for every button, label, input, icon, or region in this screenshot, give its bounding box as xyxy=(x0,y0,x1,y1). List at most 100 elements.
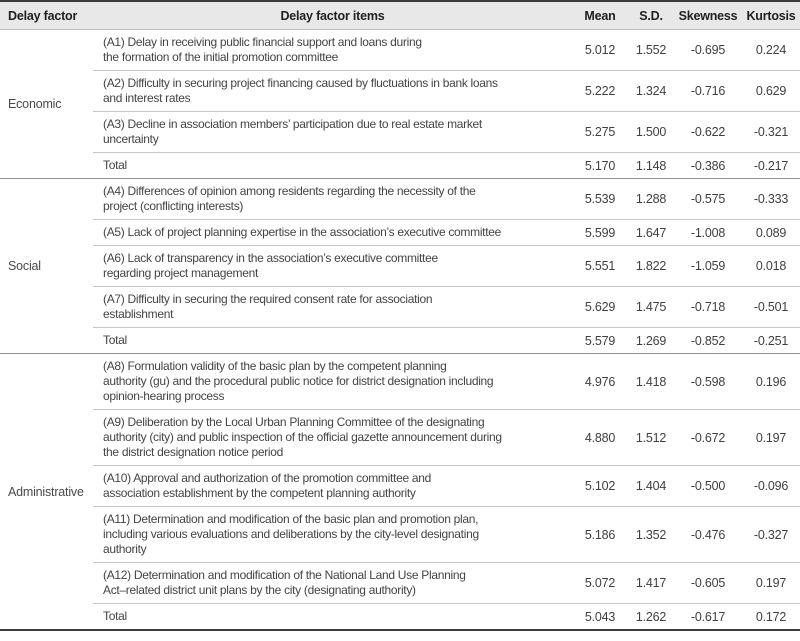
skewness-value: -0.386 xyxy=(690,158,726,173)
sd-value: 1.418 xyxy=(635,374,667,389)
delay-factor-item: (A7) Difficulty in securing the required… xyxy=(103,292,433,321)
kurtosis-value: 0.629 xyxy=(755,84,787,98)
sd-value: 1.404 xyxy=(635,479,667,493)
table-row: (A6) Lack of transparency in the associa… xyxy=(93,246,800,287)
mean-value: 5.599 xyxy=(584,225,616,240)
delay-factor-item: (A12) Determination and modification of … xyxy=(103,568,466,597)
header-delay-factor-items: Delay factor items xyxy=(280,8,385,23)
table-row: (A1) Delay in receiving public financial… xyxy=(93,30,800,71)
table-row: Total 5.579 1.269 -0.852 -0.251 xyxy=(93,328,800,353)
mean-value: 5.539 xyxy=(584,192,616,206)
skewness-value: -0.605 xyxy=(690,576,726,590)
table-row: (A2) Difficulty in securing project fina… xyxy=(93,71,800,112)
section-factor-label: Administrative xyxy=(8,484,84,499)
kurtosis-value: -0.251 xyxy=(753,333,789,348)
table-row: (A4) Differences of opinion among reside… xyxy=(93,179,800,220)
kurtosis-value: 0.089 xyxy=(755,225,787,240)
mean-value: 5.102 xyxy=(584,479,616,493)
kurtosis-value: -0.501 xyxy=(753,300,789,314)
table-header-row: Delay factor Delay factor items Mean S.D… xyxy=(0,2,800,30)
sd-value: 1.512 xyxy=(635,430,667,445)
sd-value: 1.475 xyxy=(635,300,667,314)
sd-value: 1.148 xyxy=(635,158,667,173)
sd-value: 1.352 xyxy=(635,527,667,542)
mean-value: 5.275 xyxy=(584,125,616,139)
delay-factor-item: (A3) Decline in association members’ par… xyxy=(103,117,482,146)
table-row: (A7) Difficulty in securing the required… xyxy=(93,287,800,328)
header-kurtosis: Kurtosis xyxy=(746,8,796,23)
table-section: Administrative (A8) Formulation validity … xyxy=(0,354,800,629)
kurtosis-value: 0.018 xyxy=(755,259,787,273)
header-delay-factor: Delay factor xyxy=(8,8,78,23)
table-row: (A5) Lack of project planning expertise … xyxy=(93,220,800,246)
skewness-value: -0.672 xyxy=(690,430,726,445)
mean-value: 5.629 xyxy=(584,300,616,314)
sd-value: 1.262 xyxy=(635,609,667,624)
delay-factor-item: (A10) Approval and authorization of the … xyxy=(103,471,431,500)
skewness-value: -0.476 xyxy=(690,527,726,542)
table-row: Total 5.170 1.148 -0.386 -0.217 xyxy=(93,153,800,178)
delay-factor-item: (A4) Differences of opinion among reside… xyxy=(103,184,476,213)
kurtosis-value: 0.196 xyxy=(755,374,787,389)
kurtosis-value: 0.172 xyxy=(755,609,787,624)
table-section: Economic (A1) Delay in receiving public f… xyxy=(0,30,800,179)
delay-factor-item: (A8) Formulation validity of the basic p… xyxy=(103,359,494,403)
kurtosis-value: 0.197 xyxy=(755,576,787,590)
sd-value: 1.417 xyxy=(635,576,667,590)
delay-factor-item: (A9) Deliberation by the Local Urban Pla… xyxy=(103,415,502,459)
table-row: (A10) Approval and authorization of the … xyxy=(93,466,800,507)
mean-value: 5.072 xyxy=(584,576,616,590)
table-row: (A3) Decline in association members’ par… xyxy=(93,112,800,153)
delay-factor-item: (A2) Difficulty in securing project fina… xyxy=(103,76,498,105)
skewness-value: -0.598 xyxy=(690,374,726,389)
sd-value: 1.500 xyxy=(635,125,667,139)
mean-value: 5.551 xyxy=(584,259,616,273)
table-section: Social (A4) Differences of opinion among … xyxy=(0,179,800,354)
kurtosis-value: -0.217 xyxy=(753,158,789,173)
sd-value: 1.288 xyxy=(635,192,667,206)
mean-value: 5.012 xyxy=(584,43,616,57)
skewness-value: -0.716 xyxy=(690,84,726,98)
delay-factor-item: (A5) Lack of project planning expertise … xyxy=(103,225,501,239)
delay-factor-item: Total xyxy=(103,609,127,623)
section-factor-label: Social xyxy=(8,259,41,273)
skewness-value: -0.695 xyxy=(690,43,726,57)
mean-value: 5.186 xyxy=(584,527,616,542)
mean-value: 4.976 xyxy=(584,374,616,389)
delay-factor-item: (A1) Delay in receiving public financial… xyxy=(103,35,422,64)
section-rows: (A1) Delay in receiving public financial… xyxy=(93,30,800,178)
delay-factor-item: (A6) Lack of transparency in the associa… xyxy=(103,251,438,280)
sd-value: 1.269 xyxy=(635,333,667,348)
table-row: (A12) Determination and modification of … xyxy=(93,563,800,604)
sd-value: 1.647 xyxy=(635,225,667,240)
skewness-value: -0.617 xyxy=(690,609,726,624)
header-skewness: Skewness xyxy=(678,8,738,23)
table-row: Total 5.043 1.262 -0.617 0.172 xyxy=(93,604,800,629)
header-mean: Mean xyxy=(584,8,616,23)
kurtosis-value: 0.197 xyxy=(755,430,787,445)
skewness-value: -1.059 xyxy=(690,259,726,273)
kurtosis-value: -0.096 xyxy=(753,479,789,493)
sd-value: 1.552 xyxy=(635,43,667,57)
table-body: Economic (A1) Delay in receiving public f… xyxy=(0,30,800,629)
section-rows: (A8) Formulation validity of the basic p… xyxy=(93,354,800,629)
kurtosis-value: 0.224 xyxy=(755,43,787,57)
kurtosis-value: -0.321 xyxy=(753,125,789,139)
skewness-value: -1.008 xyxy=(690,225,726,240)
section-rows: (A4) Differences of opinion among reside… xyxy=(93,179,800,353)
table-row: (A11) Determination and modification of … xyxy=(93,507,800,563)
table-row: (A9) Deliberation by the Local Urban Pla… xyxy=(93,410,800,466)
mean-value: 5.170 xyxy=(584,158,616,173)
header-sd: S.D. xyxy=(639,8,663,23)
skewness-value: -0.852 xyxy=(690,333,726,348)
kurtosis-value: -0.327 xyxy=(753,527,789,542)
skewness-value: -0.500 xyxy=(690,479,726,493)
section-factor-label: Economic xyxy=(8,97,62,111)
mean-value: 5.043 xyxy=(584,609,616,624)
mean-value: 4.880 xyxy=(584,430,616,445)
delay-factor-item: (A11) Determination and modification of … xyxy=(103,512,479,556)
mean-value: 5.579 xyxy=(584,333,616,348)
skewness-value: -0.622 xyxy=(690,125,726,139)
table-row: (A8) Formulation validity of the basic p… xyxy=(93,354,800,410)
